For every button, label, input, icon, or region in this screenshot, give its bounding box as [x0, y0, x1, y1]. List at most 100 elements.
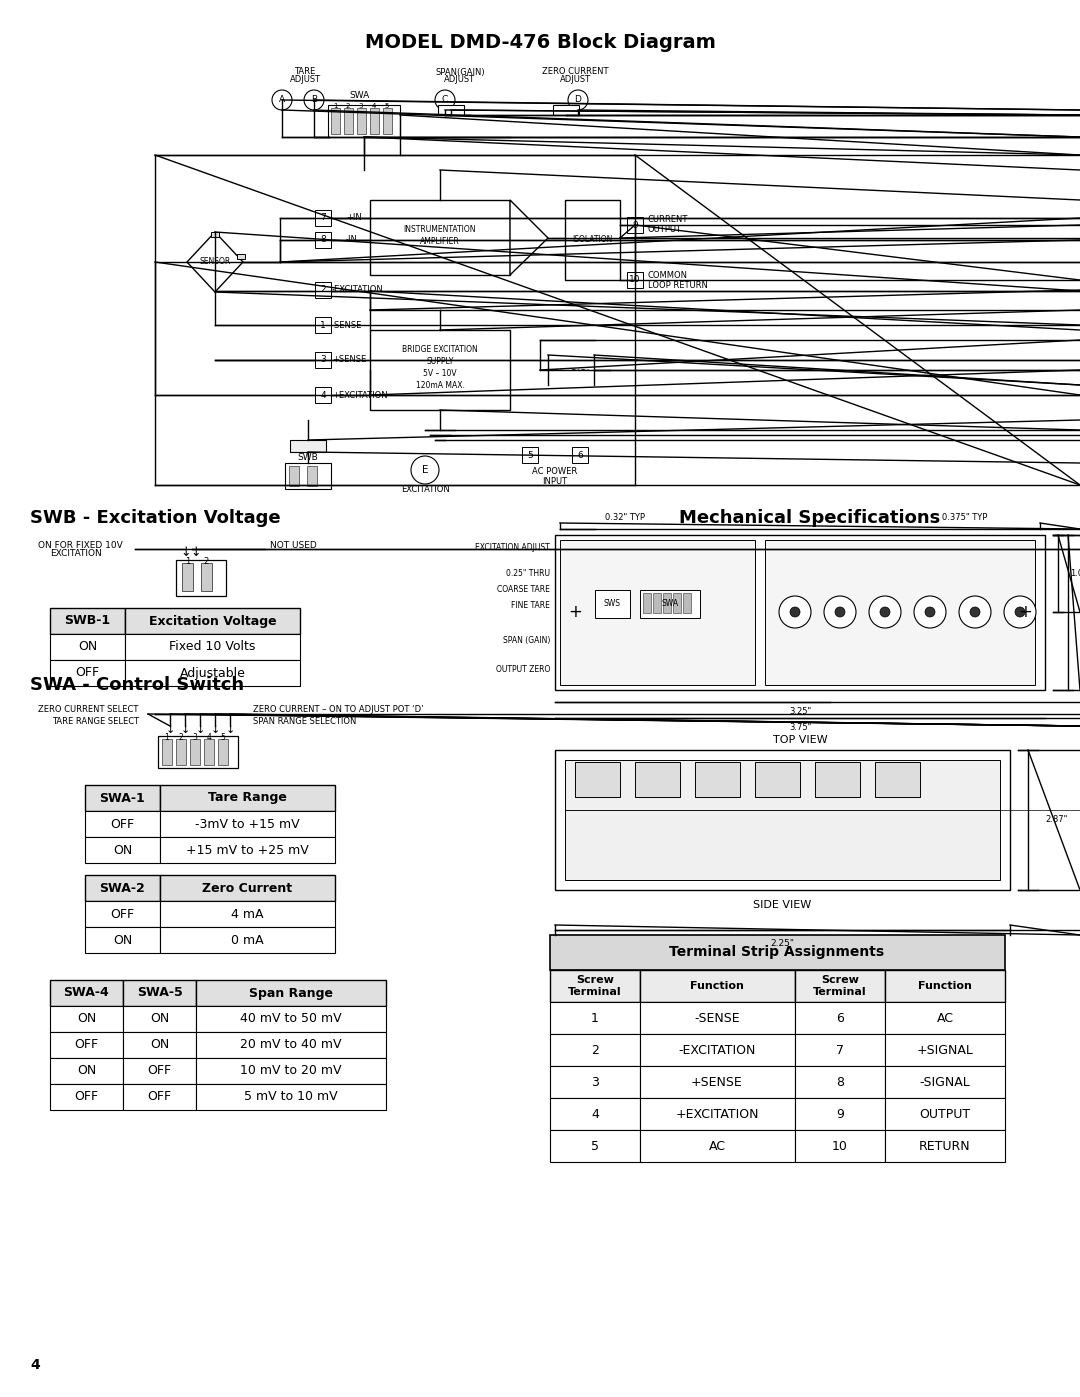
Bar	[755, 761, 800, 798]
Bar	[195, 981, 386, 1006]
Text: ZERO CURRENT SELECT: ZERO CURRENT SELECT	[38, 705, 138, 714]
Text: +IN: +IN	[346, 214, 362, 222]
Text: SWB - Excitation Voltage: SWB - Excitation Voltage	[30, 509, 281, 527]
Text: +SIGNAL: +SIGNAL	[917, 1044, 973, 1056]
Text: 1: 1	[591, 1011, 599, 1024]
Bar	[328, 105, 400, 137]
Text: ADJUST: ADJUST	[445, 75, 475, 84]
Bar	[640, 1130, 795, 1162]
Text: EXCITATION: EXCITATION	[401, 486, 449, 495]
Bar	[176, 560, 226, 597]
Bar	[85, 837, 160, 863]
Text: 10: 10	[832, 1140, 848, 1153]
Bar	[195, 1032, 386, 1058]
Text: SIDE VIEW: SIDE VIEW	[753, 900, 811, 909]
Text: 9: 9	[836, 1108, 843, 1120]
Circle shape	[880, 608, 890, 617]
Text: ON: ON	[150, 1038, 170, 1052]
Text: SENSOR: SENSOR	[200, 257, 231, 267]
Circle shape	[824, 597, 856, 629]
Text: ZERO CURRENT – ON TO ADJUST POT ‘D’: ZERO CURRENT – ON TO ADJUST POT ‘D’	[253, 705, 423, 714]
Bar	[315, 282, 330, 298]
Bar	[550, 935, 1005, 970]
Text: 4: 4	[30, 1358, 40, 1372]
Bar	[653, 592, 661, 613]
Text: BRIDGE EXCITATION: BRIDGE EXCITATION	[402, 345, 477, 355]
Bar	[640, 1034, 795, 1066]
Bar	[627, 217, 643, 233]
Text: SWA: SWA	[350, 91, 370, 99]
Bar	[85, 785, 160, 812]
Text: OFF: OFF	[76, 666, 99, 679]
Bar	[123, 1084, 195, 1111]
Text: INPUT: INPUT	[542, 478, 568, 486]
Text: 5V – 10V: 5V – 10V	[423, 369, 457, 379]
Bar	[522, 447, 538, 462]
Bar	[218, 739, 228, 766]
Text: -SENSE: -SENSE	[332, 320, 363, 330]
Bar	[875, 761, 920, 798]
Text: Terminal Strip Assignments: Terminal Strip Assignments	[670, 944, 885, 958]
Text: ISOLATION: ISOLATION	[571, 236, 612, 244]
Bar	[123, 981, 195, 1006]
Text: CURRENT: CURRENT	[648, 215, 688, 225]
Bar	[370, 108, 379, 134]
Text: 0 mA: 0 mA	[231, 933, 264, 947]
Bar	[195, 1084, 386, 1111]
Text: D: D	[575, 95, 581, 105]
Bar	[195, 1006, 386, 1032]
Text: FINE TARE: FINE TARE	[511, 601, 550, 609]
Text: Adjustable: Adjustable	[179, 666, 245, 679]
Text: AC: AC	[936, 1011, 954, 1024]
Text: TARE RANGE SELECT: TARE RANGE SELECT	[52, 718, 139, 726]
Text: TOP VIEW: TOP VIEW	[772, 735, 827, 745]
Circle shape	[272, 89, 292, 110]
Circle shape	[835, 608, 845, 617]
Text: Excitation Voltage: Excitation Voltage	[149, 615, 276, 627]
Text: ON: ON	[77, 1065, 96, 1077]
Bar	[123, 1006, 195, 1032]
Text: Mechanical Specifications: Mechanical Specifications	[679, 509, 941, 527]
Bar	[125, 634, 300, 659]
Bar	[550, 1002, 640, 1034]
Text: OUTPUT: OUTPUT	[919, 1108, 971, 1120]
Bar	[50, 659, 125, 686]
Text: OUTPUT ZERO: OUTPUT ZERO	[496, 665, 550, 675]
Bar	[315, 317, 330, 332]
Text: ON: ON	[113, 933, 132, 947]
Bar	[50, 1006, 123, 1032]
Bar	[160, 901, 335, 928]
Text: 2: 2	[346, 103, 350, 109]
Bar	[640, 1002, 795, 1034]
Text: -EXCITATION: -EXCITATION	[678, 1044, 756, 1056]
Bar	[315, 387, 330, 402]
Bar	[50, 634, 125, 659]
Polygon shape	[187, 232, 243, 292]
Bar	[85, 901, 160, 928]
Text: SWA: SWA	[661, 599, 678, 609]
Bar	[765, 541, 1035, 685]
Text: +SENSE: +SENSE	[691, 1076, 743, 1088]
Text: E: E	[422, 465, 429, 475]
Text: 3.75": 3.75"	[788, 724, 811, 732]
Text: MODEL DMD-476 Block Diagram: MODEL DMD-476 Block Diagram	[365, 32, 715, 52]
Text: 2.25": 2.25"	[770, 940, 794, 949]
Text: 4: 4	[591, 1108, 599, 1120]
Text: 0.25" THRU: 0.25" THRU	[507, 569, 550, 577]
Circle shape	[914, 597, 946, 629]
Bar	[550, 1066, 640, 1098]
Bar	[307, 467, 318, 486]
Bar	[815, 761, 860, 798]
Polygon shape	[510, 200, 548, 275]
Text: 3: 3	[359, 103, 363, 109]
Bar	[795, 1098, 885, 1130]
Bar	[315, 352, 330, 367]
Text: 3.25": 3.25"	[788, 707, 811, 717]
Text: Screw
Terminal: Screw Terminal	[568, 975, 622, 997]
Text: OFF: OFF	[148, 1065, 172, 1077]
Bar	[673, 592, 681, 613]
Bar	[50, 1058, 123, 1084]
Bar	[640, 590, 700, 617]
Bar	[795, 970, 885, 1002]
Bar	[345, 108, 353, 134]
